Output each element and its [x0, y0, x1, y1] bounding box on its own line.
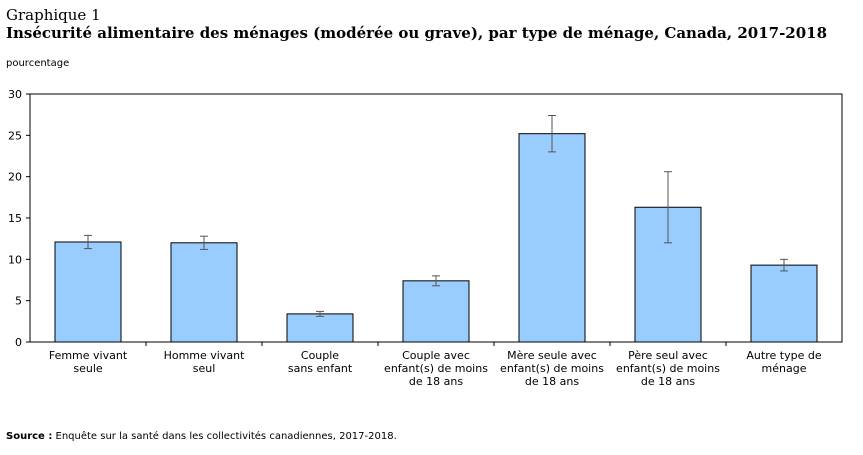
x-category-label-line: de 18 ans: [409, 375, 463, 388]
x-category-label: Couple sans enfant: [288, 349, 353, 375]
x-category-label-line: de 18 ans: [525, 375, 579, 388]
y-tick-label: 30: [8, 88, 22, 101]
x-category-label: Homme vivant seul: [164, 349, 245, 375]
chart-number: Graphique 1: [6, 6, 101, 24]
source-label: Source :: [6, 431, 53, 442]
y-tick-label: 20: [8, 171, 22, 184]
x-category-label: Femme vivant seule: [49, 349, 128, 375]
y-tick-label: 10: [8, 253, 22, 266]
x-category-label-line: sans enfant: [288, 362, 353, 375]
x-category-label: Couple avec enfant(s) de moins de 18 ans: [384, 349, 488, 388]
x-category-label: Père seul avec enfant(s) de moins de 18 an…: [616, 349, 720, 388]
x-category-label: Mère seule avec enfant(s) de moins de 18 a…: [500, 349, 604, 388]
x-category-label-line: Homme vivant: [164, 349, 245, 362]
x-category-label-line: ménage: [762, 362, 807, 375]
bar: [750, 264, 818, 343]
y-tick-label: 25: [8, 129, 22, 142]
x-category-label-line: de 18 ans: [641, 375, 695, 388]
x-category-label-line: Père seul avec: [628, 349, 708, 362]
source-note: Source : Enquête sur la santé dans les c…: [6, 431, 397, 442]
bar: [170, 242, 238, 343]
x-category-label-line: Couple: [301, 349, 339, 362]
x-category-label-line: Autre type de: [746, 349, 821, 362]
bar: [402, 280, 470, 343]
y-axis-unit-label: pourcentage: [6, 58, 70, 69]
x-category-label-line: Mère seule avec: [507, 349, 597, 362]
x-category-label-line: seule: [73, 362, 103, 375]
y-tick-label: 0: [15, 336, 22, 349]
bar: [54, 241, 122, 343]
x-category-label-line: enfant(s) de moins: [384, 362, 488, 375]
source-text: Enquête sur la santé dans les collectivi…: [55, 431, 397, 442]
y-tick-label: 5: [15, 295, 22, 308]
x-category-label-line: Femme vivant: [49, 349, 128, 362]
chart-title: Insécurité alimentaire des ménages (modé…: [6, 24, 828, 42]
x-category-label-line: enfant(s) de moins: [500, 362, 604, 375]
title-block: Graphique 1 Insécurité alimentaire des m…: [6, 6, 827, 42]
x-category-label-line: Couple avec: [402, 349, 470, 362]
x-category-label: Autre type de ménage: [746, 349, 821, 375]
x-category-label-line: seul: [193, 362, 216, 375]
x-category-label-line: enfant(s) de moins: [616, 362, 720, 375]
bar: [518, 133, 586, 343]
y-tick-label: 15: [8, 212, 22, 225]
bar: [286, 313, 354, 343]
bar-chart: 0 5 10 15 20 25 30 Femme vivant seule Homme vivan…: [8, 88, 843, 388]
